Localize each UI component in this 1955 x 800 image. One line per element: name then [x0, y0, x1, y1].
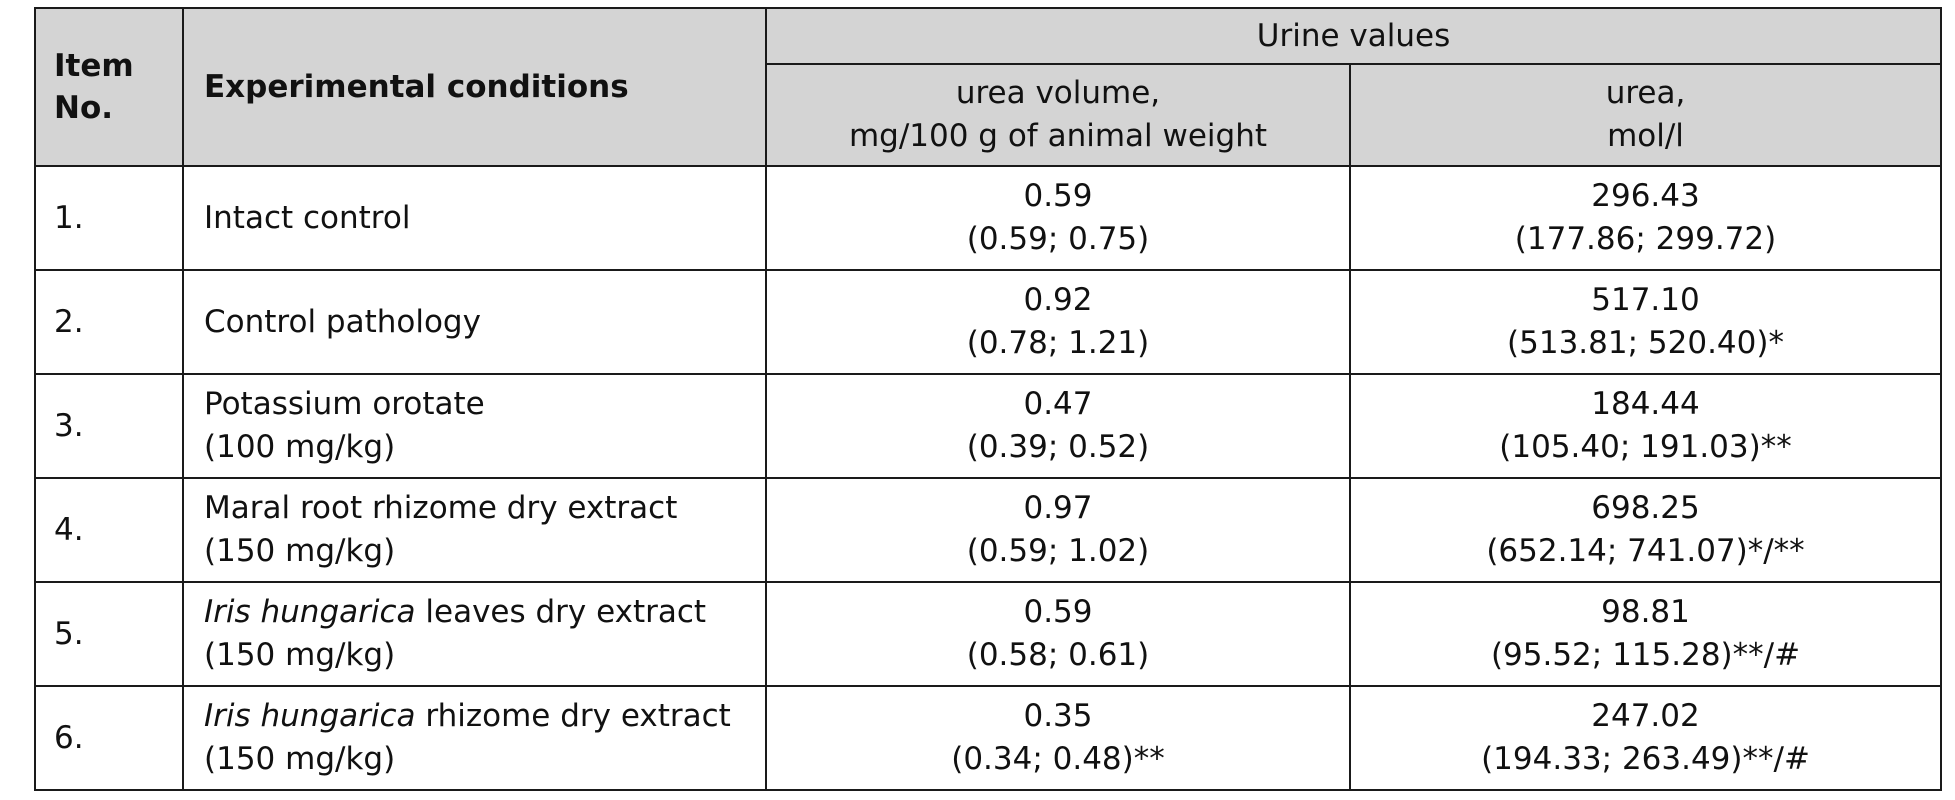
urea-range: (513.81; 520.40)* — [1507, 325, 1784, 361]
item-number: 3. — [34, 373, 184, 479]
urea-volume-cell: 0.59 (0.59; 0.75) — [765, 165, 1351, 271]
header-urea: urea, mol/l — [1348, 63, 1943, 167]
condition-text: rhizome dry extract — [415, 698, 731, 734]
condition-dose: (100 mg/kg) — [204, 429, 396, 465]
item-number: 4. — [34, 477, 184, 583]
urea-volume-cell: 0.92 (0.78; 1.21) — [765, 269, 1351, 375]
urea-volume-range: (0.59; 0.75) — [966, 221, 1150, 257]
header-row-sub: urea volume, mg/100 g of animal weight u… — [35, 63, 1943, 167]
experimental-condition: Intact control — [182, 165, 767, 271]
condition-line1: Iris hungarica rhizome dry extract — [204, 695, 765, 738]
experimental-condition: Iris hungarica rhizome dry extract (150 … — [182, 685, 767, 791]
condition-text: Intact control — [204, 199, 411, 236]
header-urea-volume-line1: urea volume, — [955, 75, 1161, 111]
urea-volume-range: (0.34; 0.48)** — [951, 741, 1165, 777]
urea-volume-median: 0.92 — [1023, 282, 1093, 318]
urine-values-table: Item No. Experimental conditions Urine v… — [34, 7, 1943, 791]
table-row: 1. Intact control 0.59 (0.59; 0.75) 296.… — [34, 165, 1943, 271]
condition-text: Potassium orotate — [204, 386, 485, 422]
urea-volume-cell: 0.47 (0.39; 0.52) — [765, 373, 1351, 479]
condition-dose: (150 mg/kg) — [204, 533, 396, 569]
header-urea-volume: urea volume, mg/100 g of animal weight — [765, 63, 1351, 167]
item-number: 1. — [34, 165, 184, 271]
urea-cell: 296.43 (177.86; 299.72) — [1348, 165, 1943, 271]
item-number: 2. — [34, 269, 184, 375]
condition-text: Control pathology — [204, 303, 481, 340]
header-urea-volume-line2: mg/100 g of animal weight — [848, 118, 1268, 154]
urea-median: 98.81 — [1601, 594, 1690, 630]
condition-line1: Maral root rhizome dry extract — [204, 487, 765, 530]
table-row: 3. Potassium orotate (100 mg/kg) 0.47 (0… — [34, 373, 1943, 479]
item-number: 5. — [34, 581, 184, 687]
table-row: 5. Iris hungarica leaves dry extract (15… — [34, 581, 1943, 687]
header-urine-values: Urine values — [764, 7, 1943, 65]
header-item-no: Item No. — [34, 7, 184, 167]
urea-range: (95.52; 115.28)**/# — [1490, 637, 1801, 673]
condition-dose: (150 mg/kg) — [204, 741, 396, 777]
table-row: 6. Iris hungarica rhizome dry extract (1… — [34, 685, 1943, 791]
condition-dose: (150 mg/kg) — [204, 637, 396, 673]
urea-median: 517.10 — [1591, 282, 1700, 318]
experimental-condition: Potassium orotate (100 mg/kg) — [182, 373, 767, 479]
experimental-condition: Control pathology — [182, 269, 767, 375]
header-item-no-line2: No. — [54, 90, 114, 126]
urea-cell: 517.10 (513.81; 520.40)* — [1348, 269, 1943, 375]
urea-volume-median: 0.97 — [1023, 490, 1093, 526]
urea-volume-range: (0.78; 1.21) — [966, 325, 1150, 361]
urea-volume-range: (0.59; 1.02) — [966, 533, 1150, 569]
urea-volume-cell: 0.35 (0.34; 0.48)** — [765, 685, 1351, 791]
urea-median: 296.43 — [1591, 178, 1700, 214]
condition-text: leaves dry extract — [415, 594, 707, 630]
condition-line1: Intact control — [204, 197, 765, 240]
urea-range: (105.40; 191.03)** — [1499, 429, 1792, 465]
condition-line1: Iris hungarica leaves dry extract — [204, 591, 765, 634]
urea-volume-range: (0.39; 0.52) — [966, 429, 1150, 465]
urea-volume-median: 0.35 — [1023, 698, 1093, 734]
urea-volume-cell: 0.59 (0.58; 0.61) — [765, 581, 1351, 687]
urea-volume-median: 0.59 — [1023, 594, 1093, 630]
urea-volume-cell: 0.97 (0.59; 1.02) — [765, 477, 1351, 583]
urea-median: 698.25 — [1591, 490, 1700, 526]
urea-volume-median: 0.59 — [1023, 178, 1093, 214]
urea-range: (652.14; 741.07)*/** — [1486, 533, 1805, 569]
urea-cell: 698.25 (652.14; 741.07)*/** — [1348, 477, 1943, 583]
table-body: 1. Intact control 0.59 (0.59; 0.75) 296.… — [34, 165, 1943, 791]
urea-volume-median: 0.47 — [1023, 386, 1093, 422]
condition-italic: Iris hungarica — [204, 594, 416, 630]
table-row: 4. Maral root rhizome dry extract (150 m… — [34, 477, 1943, 583]
urea-cell: 184.44 (105.40; 191.03)** — [1348, 373, 1943, 479]
header-urea-line1: urea, — [1605, 75, 1686, 111]
header-urea-line2: mol/l — [1607, 118, 1684, 154]
urea-cell: 247.02 (194.33; 263.49)**/# — [1348, 685, 1943, 791]
condition-text: Maral root rhizome dry extract — [204, 490, 678, 526]
item-number: 6. — [34, 685, 184, 791]
table-row: 2. Control pathology 0.92 (0.78; 1.21) 5… — [34, 269, 1943, 375]
experimental-condition: Maral root rhizome dry extract (150 mg/k… — [182, 477, 767, 583]
header-experimental-conditions: Experimental conditions — [182, 7, 767, 167]
urea-range: (177.86; 299.72) — [1514, 221, 1777, 257]
header-row-group: Item No. Experimental conditions Urine v… — [34, 7, 1943, 167]
condition-line1: Control pathology — [204, 301, 765, 344]
urea-median: 184.44 — [1591, 386, 1700, 422]
condition-line1: Potassium orotate — [204, 383, 765, 426]
condition-italic: Iris hungarica — [204, 698, 416, 734]
table-header: Item No. Experimental conditions Urine v… — [34, 7, 1943, 167]
urea-volume-range: (0.58; 0.61) — [966, 637, 1150, 673]
urea-cell: 98.81 (95.52; 115.28)**/# — [1348, 581, 1943, 687]
experimental-condition: Iris hungarica leaves dry extract (150 m… — [182, 581, 767, 687]
header-item-no-line1: Item — [54, 48, 134, 84]
urea-range: (194.33; 263.49)**/# — [1481, 741, 1810, 777]
urea-median: 247.02 — [1591, 698, 1700, 734]
